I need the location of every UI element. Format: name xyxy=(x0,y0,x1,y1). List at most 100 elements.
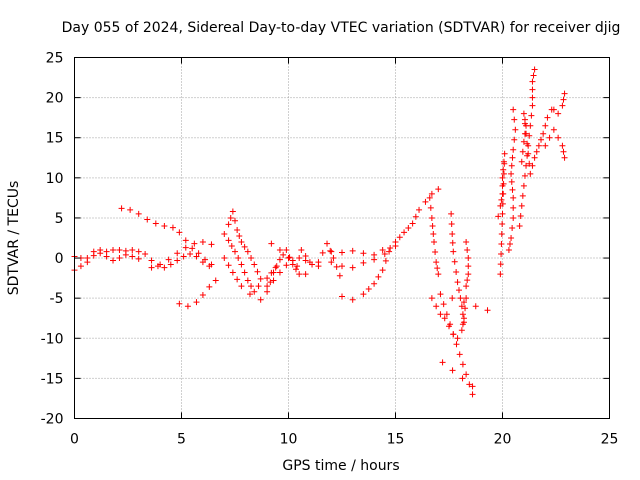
data-point xyxy=(202,256,209,263)
data-point xyxy=(280,251,287,258)
data-point xyxy=(257,296,264,303)
series-track-21 xyxy=(516,66,538,229)
data-point xyxy=(90,252,97,259)
data-point xyxy=(542,122,549,129)
data-point xyxy=(500,190,507,197)
data-point xyxy=(498,196,505,203)
series-track-6 xyxy=(221,208,322,290)
data-point xyxy=(127,206,134,213)
data-point xyxy=(531,66,538,73)
data-point xyxy=(560,96,567,103)
data-point xyxy=(433,303,440,310)
data-point xyxy=(472,303,479,310)
data-point xyxy=(328,248,335,255)
data-point xyxy=(135,255,142,262)
data-point xyxy=(542,142,549,149)
data-point xyxy=(538,136,545,143)
data-point xyxy=(429,222,436,229)
data-point xyxy=(157,261,164,268)
data-point xyxy=(339,249,345,256)
data-point xyxy=(241,243,248,250)
data-point xyxy=(246,291,253,298)
data-point xyxy=(365,285,372,292)
data-point xyxy=(520,182,527,189)
data-point xyxy=(459,361,466,368)
data-point xyxy=(561,90,568,97)
data-point xyxy=(517,212,524,219)
x-tick-label: 15 xyxy=(387,432,405,448)
data-point xyxy=(509,186,516,193)
data-point xyxy=(206,283,213,290)
data-point xyxy=(451,258,458,265)
data-point xyxy=(152,220,159,227)
data-point xyxy=(529,162,536,169)
data-point xyxy=(324,240,331,247)
series-track-5 xyxy=(148,239,215,271)
data-point xyxy=(434,265,441,272)
data-point xyxy=(443,311,450,318)
data-point xyxy=(232,217,238,224)
data-point xyxy=(212,277,219,284)
series-track-20 xyxy=(505,106,519,254)
data-point xyxy=(360,291,367,298)
data-point xyxy=(349,296,356,303)
data-point xyxy=(315,259,322,266)
data-point xyxy=(432,249,439,256)
data-point xyxy=(144,216,151,223)
data-point xyxy=(135,248,142,255)
data-point xyxy=(440,301,447,308)
data-point xyxy=(193,253,200,260)
data-point xyxy=(286,254,293,261)
data-point xyxy=(229,208,236,215)
data-point xyxy=(360,250,367,257)
x-axis-title: GPS time / hours xyxy=(282,458,399,474)
data-point xyxy=(199,291,206,298)
chart-title: Day 055 of 2024, Sidereal Day-to-day VTE… xyxy=(62,20,621,36)
series-track-15 xyxy=(428,295,470,342)
data-point xyxy=(465,255,472,262)
data-point xyxy=(208,261,215,268)
data-point xyxy=(129,247,136,254)
data-point xyxy=(535,142,542,149)
data-point xyxy=(276,247,283,254)
data-point xyxy=(439,359,446,366)
data-point xyxy=(225,237,232,244)
data-point xyxy=(430,230,437,237)
data-point xyxy=(135,210,142,217)
data-point xyxy=(174,250,181,257)
data-point xyxy=(521,120,528,127)
data-point xyxy=(499,200,506,207)
data-point xyxy=(176,300,183,307)
series-track-10 xyxy=(298,240,343,279)
data-point xyxy=(519,148,526,155)
data-point xyxy=(257,275,264,282)
data-point xyxy=(161,222,168,229)
data-point xyxy=(510,194,517,201)
data-point xyxy=(180,253,187,260)
data-point xyxy=(248,283,255,290)
data-point xyxy=(498,230,505,237)
x-tick-label: 20 xyxy=(494,432,512,448)
data-point xyxy=(208,241,215,248)
data-point xyxy=(426,194,433,201)
data-point xyxy=(116,255,123,262)
data-point xyxy=(435,186,442,193)
data-point xyxy=(458,303,465,310)
data-point xyxy=(508,162,515,169)
data-point xyxy=(455,287,462,294)
data-point xyxy=(255,283,262,290)
data-point xyxy=(508,178,515,185)
data-point xyxy=(267,279,274,286)
data-point xyxy=(531,154,538,161)
data-point xyxy=(516,222,523,229)
data-point xyxy=(409,220,416,227)
data-point xyxy=(526,160,533,167)
data-point xyxy=(227,214,234,221)
data-point xyxy=(466,381,473,388)
data-point xyxy=(448,220,455,227)
data-point xyxy=(289,261,296,268)
data-point xyxy=(499,174,506,181)
x-tick-label: 5 xyxy=(177,432,186,448)
data-point xyxy=(333,263,340,270)
data-point xyxy=(555,110,562,117)
